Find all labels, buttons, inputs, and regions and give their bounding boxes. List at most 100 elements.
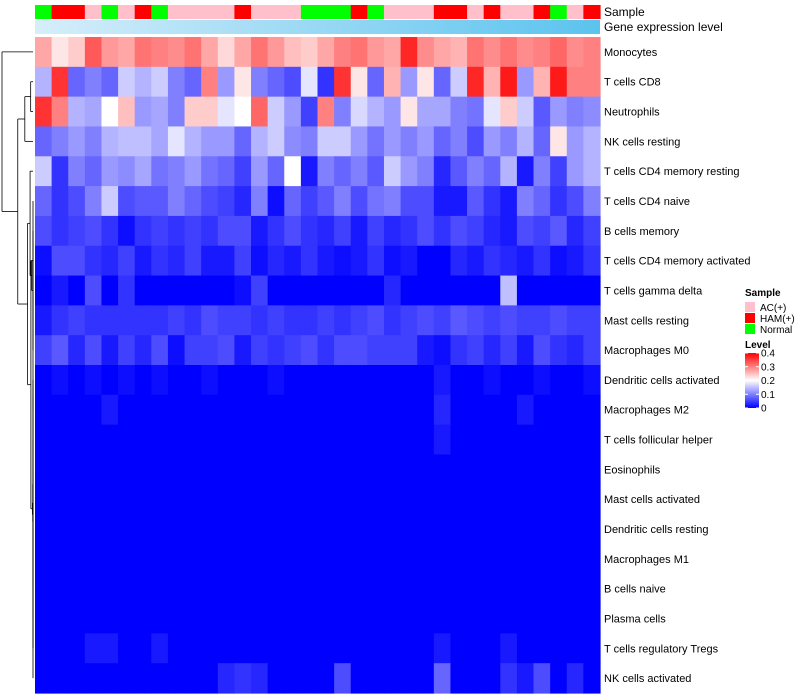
heatmap-cell bbox=[367, 96, 385, 128]
heatmap-cell bbox=[583, 454, 601, 485]
heatmap-cell bbox=[550, 96, 568, 128]
heatmap-cell bbox=[267, 365, 285, 396]
heatmap-cell bbox=[184, 663, 202, 694]
heatmap-cell bbox=[450, 424, 468, 456]
heatmap-cell bbox=[500, 245, 518, 277]
heatmap-cell bbox=[251, 514, 269, 545]
heatmap-cell bbox=[68, 365, 86, 396]
heatmap-cell bbox=[367, 663, 385, 694]
heatmap-cells bbox=[35, 37, 601, 694]
heatmap-cell bbox=[550, 454, 568, 485]
heatmap-cell bbox=[151, 156, 169, 187]
heatmap-cell bbox=[284, 156, 302, 187]
heatmap-cell bbox=[251, 633, 269, 664]
heatmap-cell bbox=[350, 633, 368, 664]
heatmap-cell bbox=[400, 335, 418, 366]
heatmap-cell bbox=[234, 215, 252, 247]
heatmap-cell bbox=[167, 633, 186, 664]
heatmap-cell bbox=[35, 245, 53, 277]
heatmap-cell bbox=[317, 603, 335, 634]
heatmap-cell bbox=[118, 186, 136, 217]
heatmap-cell bbox=[533, 215, 551, 247]
heatmap-cell bbox=[51, 633, 69, 664]
sample-annotation-cell bbox=[184, 5, 202, 19]
heatmap-cell bbox=[201, 96, 219, 128]
heatmap-cell bbox=[417, 484, 435, 515]
heatmap-cell bbox=[383, 424, 402, 456]
heatmap-cell bbox=[184, 424, 202, 456]
heatmap-cell bbox=[51, 424, 69, 456]
heatmap-cell bbox=[167, 96, 186, 128]
heatmap-cell bbox=[284, 663, 302, 694]
heatmap-cell bbox=[300, 394, 319, 426]
heatmap-cell bbox=[417, 335, 435, 366]
heatmap-cell bbox=[483, 96, 501, 128]
heatmap-cell bbox=[201, 305, 219, 336]
heatmap-cell bbox=[317, 424, 335, 456]
heatmap-cell bbox=[217, 543, 236, 575]
heatmap-cell bbox=[267, 543, 285, 575]
row-label: Macrophages M1 bbox=[604, 554, 689, 566]
heatmap-cell bbox=[483, 245, 501, 277]
heatmap-cell bbox=[400, 663, 418, 694]
sample-annotation-cell bbox=[516, 5, 535, 19]
heatmap-cell bbox=[367, 514, 385, 545]
heatmap-cell bbox=[267, 66, 285, 98]
heatmap-cell bbox=[383, 186, 402, 217]
heatmap-cell bbox=[167, 126, 186, 157]
heatmap-cell bbox=[217, 633, 236, 664]
heatmap-cell bbox=[417, 663, 435, 694]
heatmap-cell bbox=[251, 215, 269, 247]
heatmap-cell bbox=[467, 663, 485, 694]
heatmap-cell bbox=[35, 335, 53, 366]
heatmap-cell bbox=[35, 186, 53, 217]
sample-annotation-label: Sample bbox=[604, 5, 645, 19]
heatmap-cell bbox=[201, 603, 219, 634]
heatmap-cell bbox=[267, 275, 285, 306]
heatmap-cell bbox=[217, 215, 236, 247]
heatmap-cell bbox=[383, 633, 402, 664]
heatmap-cell bbox=[234, 186, 252, 217]
heatmap-cell bbox=[167, 603, 186, 634]
heatmap-cell bbox=[101, 543, 119, 575]
heatmap-cell bbox=[167, 305, 186, 336]
heatmap-cell bbox=[317, 305, 335, 336]
heatmap-cell bbox=[84, 603, 103, 634]
heatmap-cell bbox=[317, 573, 335, 605]
row-label: T cells CD4 memory resting bbox=[604, 166, 740, 178]
heatmap-cell bbox=[483, 663, 501, 694]
heatmap-cell bbox=[284, 573, 302, 605]
heatmap-cell bbox=[84, 394, 103, 426]
heatmap-cell bbox=[566, 37, 584, 68]
heatmap-cell bbox=[201, 484, 219, 515]
heatmap-cell bbox=[267, 603, 285, 634]
heatmap-cell bbox=[417, 454, 435, 485]
heatmap-cell bbox=[450, 543, 468, 575]
heatmap-cell bbox=[84, 335, 103, 366]
heatmap-cell bbox=[284, 454, 302, 485]
heatmap-cell bbox=[383, 126, 402, 157]
heatmap-cell bbox=[267, 454, 285, 485]
heatmap-cell bbox=[483, 514, 501, 545]
heatmap-cell bbox=[251, 126, 269, 157]
heatmap-cell bbox=[184, 66, 202, 98]
heatmap-cell bbox=[167, 275, 186, 306]
heatmap-cell bbox=[483, 424, 501, 456]
heatmap-cell bbox=[184, 215, 202, 247]
row-label: NK cells activated bbox=[604, 673, 691, 685]
heatmap-cell bbox=[151, 603, 169, 634]
heatmap-cell bbox=[234, 394, 252, 426]
heatmap-cell bbox=[516, 633, 535, 664]
heatmap-cell bbox=[234, 514, 252, 545]
heatmap-cell bbox=[84, 424, 103, 456]
row-label: Plasma cells bbox=[604, 614, 666, 626]
heatmap-cell bbox=[500, 37, 518, 68]
heatmap-cell bbox=[400, 275, 418, 306]
heatmap-cell bbox=[284, 394, 302, 426]
heatmap-cell bbox=[500, 484, 518, 515]
row-dendrogram bbox=[1, 51, 34, 679]
heatmap-cell bbox=[35, 663, 53, 694]
heatmap-cell bbox=[450, 186, 468, 217]
heatmap-cell bbox=[184, 275, 202, 306]
heatmap-cell bbox=[566, 66, 584, 98]
